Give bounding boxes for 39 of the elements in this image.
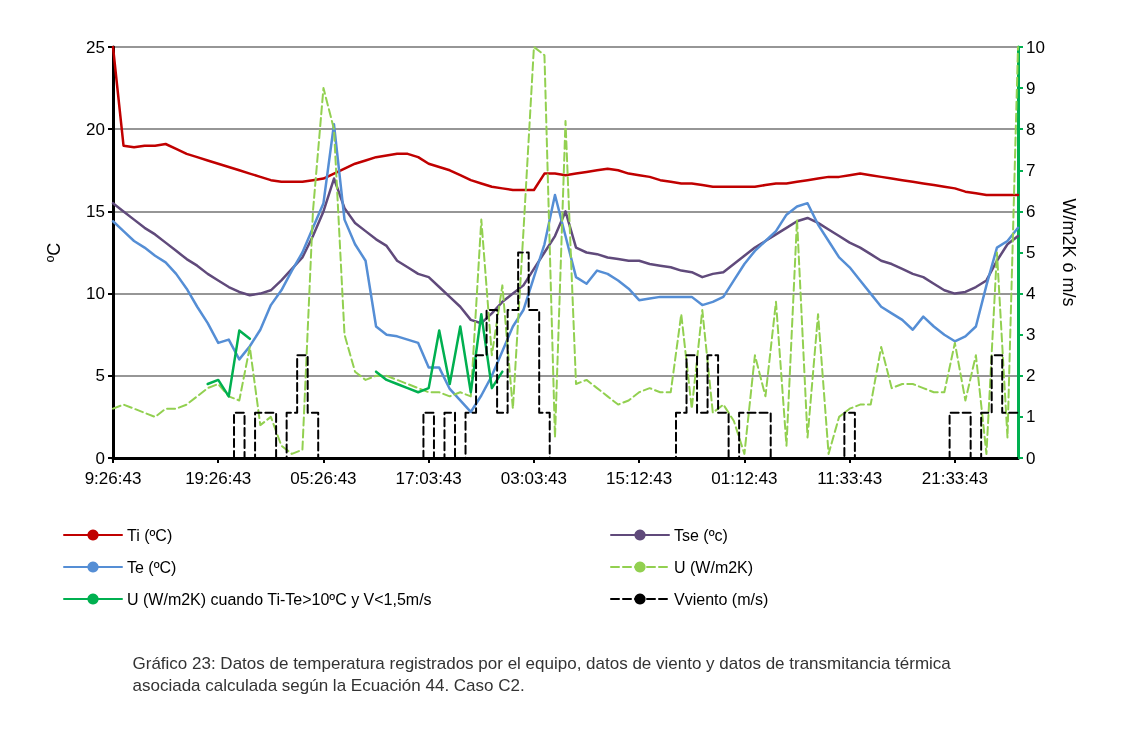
legend-label: Ti (ºC) (127, 526, 173, 544)
y2-tick-label: 1 (1026, 407, 1036, 427)
y2-tick-label: 3 (1026, 325, 1036, 345)
y2-tick-label: 0 (1026, 448, 1036, 468)
x-tick-label: 17:03:43 (395, 469, 462, 488)
y-axis-title: ºC (44, 242, 64, 263)
x-tick-label: 21:33:43 (921, 469, 988, 488)
x-tick-label: 11:33:43 (817, 469, 883, 488)
line-series (111, 123, 1020, 414)
y-tick-label: 10 (86, 284, 105, 304)
x-tick-label: 9:26:43 (84, 469, 142, 488)
y2-axis-title: W/m2K ó m/s (1059, 198, 1079, 307)
y2-tick-label: 7 (1026, 160, 1036, 180)
text: Gráfico 23: Datos de temperatura registrados por el equipo, datos de viento y datos de transmitancia térmica asociada calculada según la Ecuación 44. Caso C2. (132, 653, 956, 695)
x-tick-label: 15:12:43 (606, 469, 673, 488)
y-tick-label: 15 (86, 201, 105, 221)
y2-tick-label: 5 (1026, 243, 1036, 262)
y2-tick-label: 6 (1026, 201, 1036, 221)
line-series (111, 45, 1020, 197)
y-tick-label: 0 (95, 448, 105, 468)
y2-tick-label: 2 (1026, 366, 1036, 386)
legend-label: Vviento (m/s) (674, 590, 769, 608)
y2-tick-label: 10 (1026, 37, 1045, 57)
x-tick-label: 03:03:43 (500, 469, 568, 488)
x-tick-label: 01:12:43 (711, 469, 778, 488)
y2-tick-label: 4 (1026, 284, 1036, 304)
y2-tick-label: 9 (1026, 78, 1036, 98)
x-tick-label: 19:26:43 (185, 469, 252, 488)
legend-label: Tse (ºc) (674, 526, 728, 544)
legend-label: Te (ºC) (127, 558, 177, 576)
y-tick-label: 25 (86, 37, 105, 57)
line-series (112, 46, 1019, 455)
y-tick-label: 5 (95, 366, 105, 386)
y-tick-label: 20 (86, 119, 105, 139)
x-tick-label: 05:26:43 (290, 469, 357, 488)
legend-label: U (W/m2K) (674, 558, 754, 576)
line-series (111, 177, 1020, 325)
y2-tick-label: 8 (1026, 119, 1036, 139)
legend-label: U (W/m2K) cuando Ti-Te>10ºC y V<1,5m/s (127, 590, 432, 608)
